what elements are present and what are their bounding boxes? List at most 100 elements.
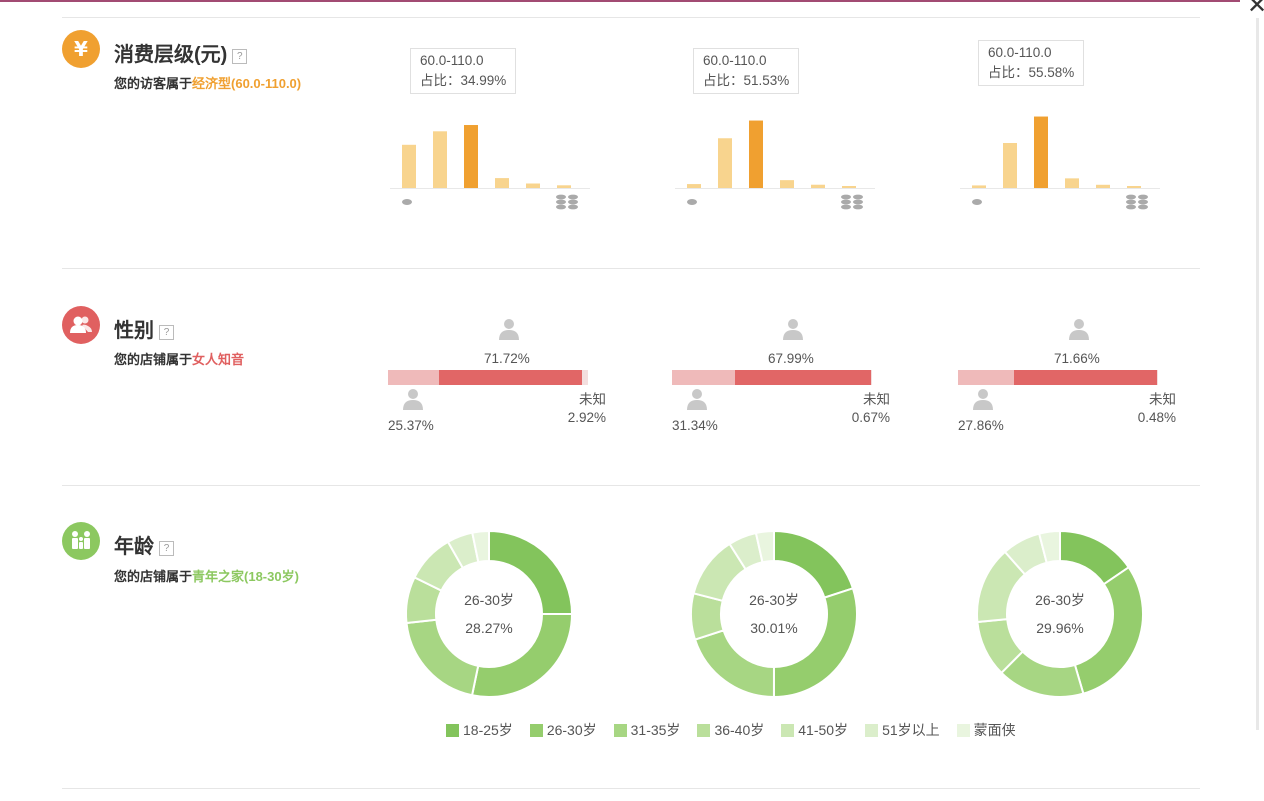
- coin-stack-icon: [1138, 199, 1148, 205]
- coin-stack-icon: [568, 194, 578, 200]
- chart-bar: [557, 185, 571, 188]
- donut-center-category: 26-30岁: [464, 592, 514, 608]
- right-scroll-border: [1256, 18, 1259, 730]
- legend-item: 26-30岁: [529, 720, 597, 740]
- divider: [62, 17, 1200, 18]
- legend-item: 31-35岁: [613, 720, 681, 740]
- consumption-bar-chart: [675, 120, 875, 210]
- female-percent: 71.66%: [1054, 351, 1100, 366]
- legend-label: 蒙面侠: [973, 722, 1016, 738]
- chart-bar: [526, 183, 540, 188]
- donut-center-value: 28.27%: [465, 620, 513, 636]
- section-desc-age: 您的店铺属于青年之家(18-30岁): [114, 563, 304, 590]
- tooltip: 60.0-110.0 占比：51.53%: [693, 48, 800, 100]
- coin-stack-icon: [1126, 199, 1136, 205]
- coin-icon: [402, 199, 412, 205]
- male-percent: 27.86%: [958, 418, 1004, 433]
- unknown-title: 未知: [579, 392, 606, 407]
- gender-panel: 71.72% 25.37% 未知 2.92%: [388, 318, 608, 438]
- legend-item: 18-25岁: [446, 720, 513, 740]
- legend-swatch: [446, 724, 459, 737]
- svg-text:¥: ¥: [74, 37, 88, 61]
- legend-label: 41-50岁: [798, 722, 849, 738]
- female-percent: 71.72%: [484, 351, 530, 366]
- close-icon[interactable]: ✕: [1247, 0, 1264, 19]
- chart-bar: [1096, 184, 1110, 188]
- users-icon: [62, 306, 100, 344]
- help-icon[interactable]: ?: [232, 49, 248, 64]
- female-person-icon: [1068, 318, 1090, 340]
- donut-slice: [471, 529, 490, 564]
- section-title-age: 年龄?: [114, 530, 174, 559]
- legend-swatch: [529, 724, 543, 737]
- male-person-icon: [686, 388, 708, 410]
- consumption-panel: 60.0-110.0 占比：34.99%: [390, 48, 590, 228]
- help-icon[interactable]: ?: [159, 325, 174, 340]
- chart-bar: [749, 120, 763, 188]
- tooltip-arrow: [752, 94, 764, 100]
- tooltip-range: 60.0-110.0: [703, 53, 767, 68]
- chart-bar: [718, 138, 732, 188]
- coin-stack-icon: [568, 204, 578, 210]
- female-person-icon: [498, 318, 520, 340]
- consumption-panel: 60.0-110.0 占比：51.53%: [675, 48, 875, 228]
- female-percent: 67.99%: [768, 351, 814, 366]
- female-bar: [1013, 370, 1158, 385]
- title-text: 年龄: [114, 536, 154, 558]
- chart-bar: [1065, 178, 1079, 188]
- legend-label: 18-25岁: [463, 722, 513, 738]
- help-icon[interactable]: ?: [159, 541, 174, 556]
- chart-bar: [972, 185, 986, 188]
- male-percent: 31.34%: [672, 418, 718, 433]
- male-bar: [958, 370, 1014, 385]
- consumption-panel: 60.0-110.0 占比：55.58%: [960, 40, 1160, 228]
- legend-swatch: [956, 724, 970, 737]
- donut-center-label: 26-30岁 30.01%: [714, 586, 834, 642]
- coin-stack-icon: [556, 194, 566, 200]
- legend-item: 蒙面侠: [956, 720, 1016, 740]
- coin-stack-icon: [841, 199, 851, 205]
- age-donut-panel: 26-30岁 29.96%: [970, 524, 1150, 704]
- tooltip: 60.0-110.0 占比：34.99%: [410, 48, 517, 100]
- legend-label: 31-35岁: [630, 722, 681, 738]
- legend-swatch: [697, 724, 711, 737]
- male-person-icon: [402, 388, 424, 410]
- title-text: 消费层级(元): [114, 44, 228, 66]
- tooltip-share: 占比：51.53%: [703, 73, 790, 88]
- gender-panel: 67.99% 31.34% 未知 0.67%: [672, 318, 892, 438]
- legend-label: 26-30岁: [546, 722, 597, 738]
- family-icon: [62, 522, 100, 560]
- tooltip-share: 占比：34.99%: [420, 73, 507, 88]
- legend-label: 51岁以上: [882, 722, 940, 738]
- divider: [62, 268, 1200, 269]
- coin-icon: [687, 199, 697, 205]
- yen-icon: ¥: [62, 30, 100, 68]
- coin-stack-icon: [1138, 204, 1148, 210]
- coin-stack-icon: [853, 204, 863, 210]
- legend-swatch: [781, 724, 795, 737]
- chart-bar: [1003, 143, 1017, 188]
- tooltip-arrow: [469, 94, 481, 100]
- male-bar: [672, 370, 735, 385]
- tooltip-arrow: [1037, 86, 1049, 92]
- gender-panel: 71.66% 27.86% 未知 0.48%: [958, 318, 1178, 438]
- desc-prefix: 您的店铺属于: [114, 569, 193, 584]
- female-bar: [734, 370, 871, 385]
- legend-item: 51岁以上: [865, 720, 940, 740]
- tooltip-range: 60.0-110.0: [420, 53, 484, 68]
- desc-highlight: 青年之家(18-30岁): [192, 569, 299, 584]
- tooltip: 60.0-110.0 占比：55.58%: [978, 40, 1085, 92]
- legend-swatch: [613, 724, 627, 737]
- legend-item: 41-50岁: [781, 720, 848, 740]
- title-text: 性别: [114, 320, 154, 342]
- donut-center-label: 26-30岁 28.27%: [429, 586, 549, 642]
- coin-icon: [972, 199, 982, 205]
- coin-stack-icon: [1138, 194, 1148, 200]
- chart-bar: [1034, 116, 1048, 188]
- unknown-percent: 0.67%: [851, 410, 890, 425]
- legend-swatch: [865, 724, 879, 737]
- coin-stack-icon: [556, 199, 566, 205]
- donut-center-value: 29.96%: [1036, 620, 1084, 636]
- coin-stack-icon: [556, 204, 566, 210]
- chart-bar: [687, 184, 701, 188]
